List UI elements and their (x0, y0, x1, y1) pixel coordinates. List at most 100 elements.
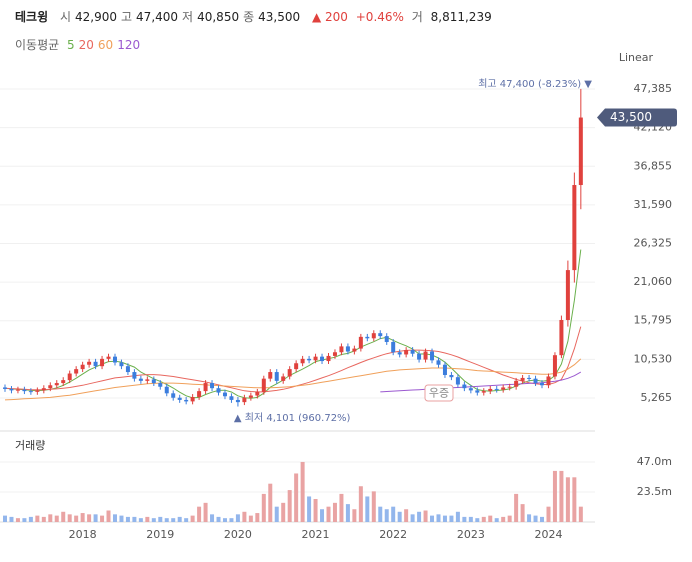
x-tick-label: 2022 (379, 528, 407, 541)
volume-bar (371, 491, 376, 522)
volume-bar (119, 515, 124, 522)
candle-body (222, 392, 227, 397)
candle-body (307, 358, 312, 361)
volume-bar (365, 496, 370, 522)
volume-bar (190, 515, 195, 522)
volume-bar (339, 493, 344, 522)
volume-label: 거 (411, 10, 423, 24)
candle-body (100, 358, 105, 367)
x-tick-label: 2024 (534, 528, 562, 541)
candle-body (158, 383, 163, 387)
candle-body (455, 377, 460, 385)
candle-body (138, 378, 143, 381)
candle-body (384, 336, 389, 342)
candle-body (449, 374, 454, 378)
candle-body (93, 361, 98, 367)
volume-bar (261, 493, 266, 522)
field-label: 고 (121, 10, 133, 24)
candle-body (378, 333, 383, 337)
candle-body (371, 333, 376, 339)
ma-legend: 이동평균 5 20 60 120 (15, 36, 144, 53)
volume-bar (281, 502, 286, 522)
volume-bar (514, 493, 519, 522)
field-value: 42,900 (75, 10, 117, 24)
volume-bar (326, 506, 331, 522)
candle-body (468, 388, 473, 391)
volume-bar (300, 461, 305, 522)
volume-bar (216, 516, 221, 522)
x-tick-label: 2019 (146, 528, 174, 541)
volume-bar (358, 486, 363, 522)
scale-toggle[interactable]: Linear (619, 51, 654, 64)
volume-bar (41, 516, 46, 522)
volume-bar (164, 518, 169, 522)
candle-body (397, 352, 402, 355)
volume-bar (171, 518, 176, 522)
volume-bar (158, 516, 163, 522)
candle-body (442, 364, 447, 375)
candle-body (54, 383, 59, 386)
field-value: 40,850 (197, 10, 240, 24)
candle-body (145, 379, 150, 381)
candle-body (313, 356, 318, 361)
candle-body (184, 399, 189, 402)
volume-bar (100, 515, 105, 522)
candle-body (320, 356, 325, 362)
candle-body (507, 386, 512, 388)
volume-bar (67, 514, 72, 522)
y-tick-label: 5,265 (641, 391, 673, 404)
volume-bar (449, 515, 454, 522)
price-tag-label: 43,500 (610, 110, 652, 124)
event-marker-box (424, 384, 454, 402)
volume-bar (132, 516, 137, 522)
volume-bar (462, 516, 467, 522)
candle-body (274, 372, 279, 381)
candle-body (281, 376, 286, 381)
candle-body (481, 391, 486, 393)
candle-body (572, 185, 577, 271)
candle-body (501, 387, 506, 390)
ma-legend-item: 60 (97, 38, 114, 52)
volume-bar (332, 502, 337, 522)
volume-tick-label: 23.5m (637, 485, 672, 498)
quote-fields: 시 42,900 고 47,400 저 40,850 종 43,500 (60, 10, 304, 24)
ma-line (4, 358, 582, 401)
candle-body (74, 369, 79, 374)
candle-body (80, 364, 85, 370)
candle-body (527, 377, 532, 379)
volume-value: 8,811,239 (430, 10, 492, 24)
volume-bar (294, 473, 299, 522)
y-tick-label: 21,060 (634, 275, 673, 288)
y-tick-label: 26,325 (634, 237, 673, 250)
candle-body (520, 377, 525, 381)
volume-bar (527, 514, 532, 522)
volume-bar (28, 516, 33, 522)
change: ▲ 200 (311, 10, 348, 24)
field-value: 43,500 (258, 10, 301, 24)
volume-bar (540, 516, 545, 522)
candle-body (190, 396, 195, 402)
candle-body (35, 390, 40, 392)
field-label: 시 (59, 10, 71, 24)
candle-body (229, 396, 234, 400)
volume-bar (352, 509, 357, 522)
volume-bar (455, 511, 460, 522)
volume-bar (494, 518, 499, 522)
volume-bar (177, 516, 182, 522)
volume-bar (15, 518, 20, 522)
candle-body (430, 351, 435, 361)
volume-bar (559, 470, 564, 522)
volume-bar (61, 511, 66, 522)
candle-body (41, 388, 46, 391)
volume-bar (9, 516, 14, 522)
volume-bar (307, 496, 312, 522)
ma-legend-item: 120 (117, 38, 141, 52)
field-label: 저 (182, 10, 194, 24)
candle-body (494, 388, 499, 390)
candle-body (559, 319, 564, 356)
volume-bar (501, 516, 506, 522)
volume-bar (184, 518, 189, 522)
candle-body (546, 376, 551, 386)
volume-bar (565, 477, 570, 522)
volume-bar (35, 515, 40, 522)
